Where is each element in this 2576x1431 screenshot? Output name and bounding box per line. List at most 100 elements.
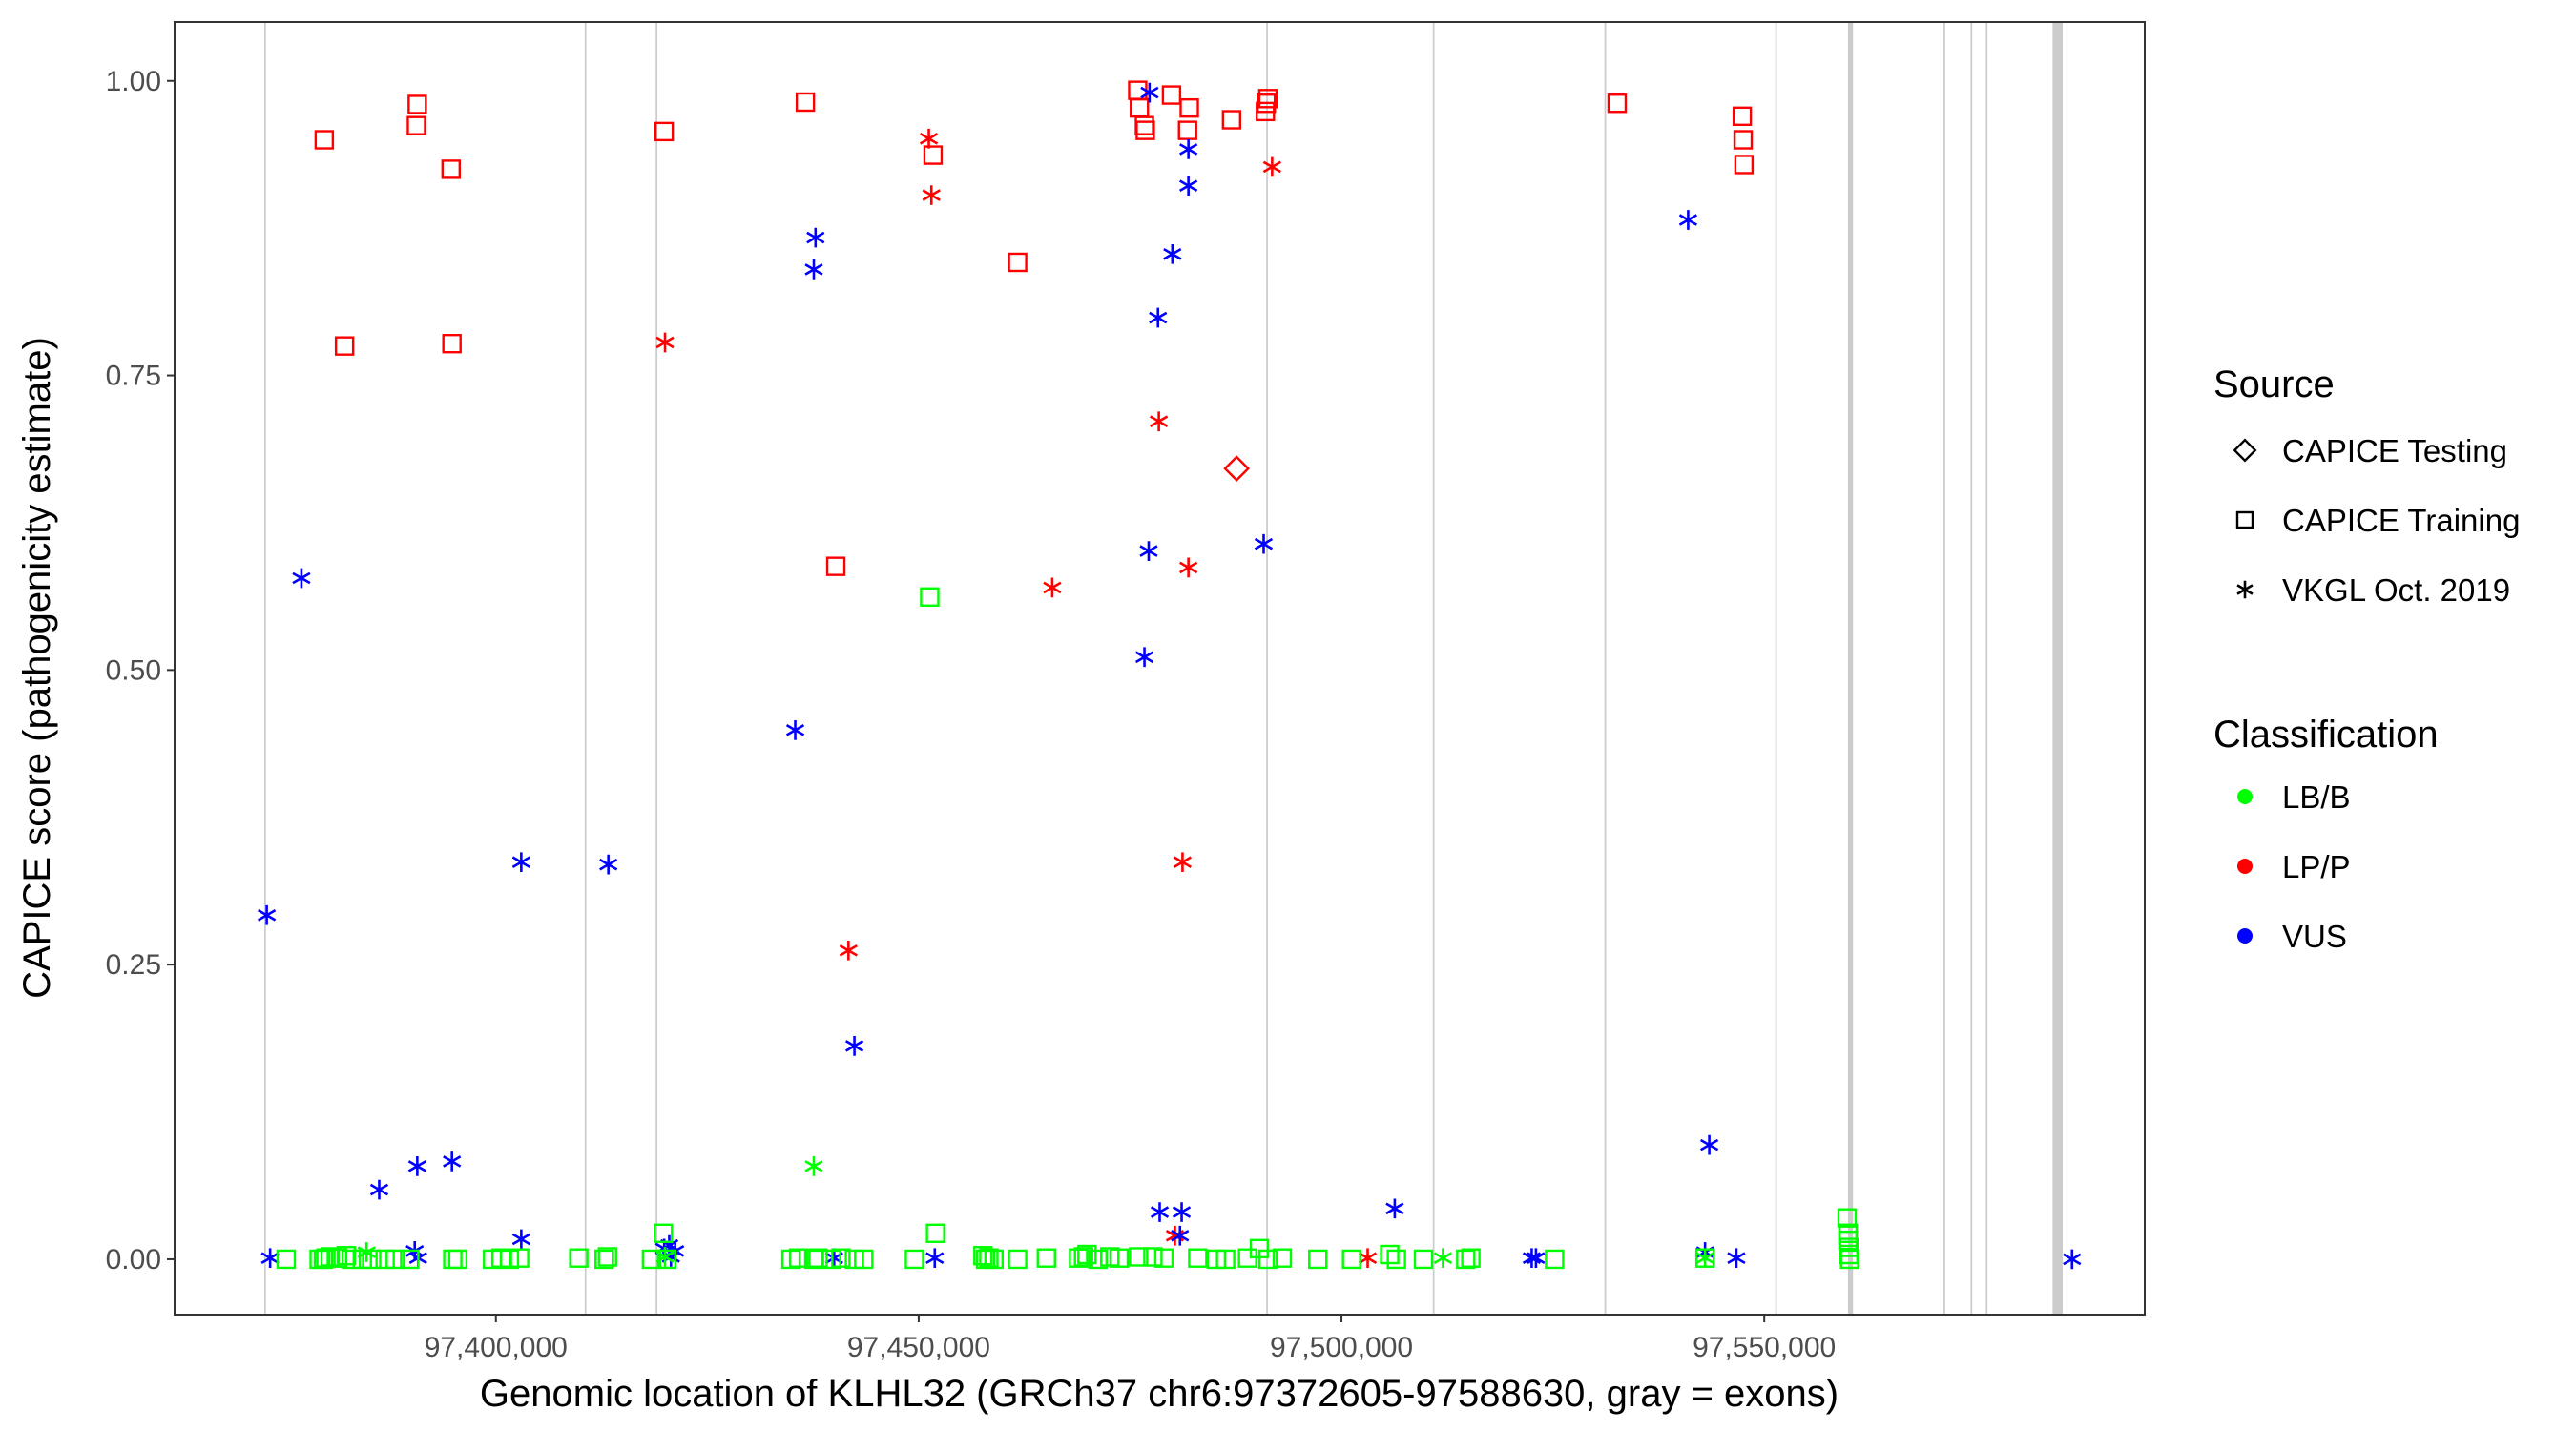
legend-key-LB/B bbox=[2237, 789, 2253, 804]
data-point bbox=[342, 1249, 362, 1270]
data-point bbox=[443, 1151, 462, 1172]
data-point bbox=[1456, 1249, 1476, 1270]
x-tick-label: 97,500,000 bbox=[1270, 1332, 1413, 1363]
data-point bbox=[1695, 1248, 1714, 1269]
data-point bbox=[806, 227, 825, 248]
data-point bbox=[442, 334, 462, 354]
data-point bbox=[313, 1249, 334, 1270]
data-point bbox=[854, 1249, 874, 1270]
data-point bbox=[1161, 85, 1182, 105]
y-axis-title: CAPICE score (pathogenicity estimate) bbox=[16, 337, 58, 999]
legend-source-title: Source bbox=[2213, 363, 2335, 405]
data-point bbox=[973, 1246, 993, 1266]
data-point bbox=[1043, 577, 1062, 598]
legend-key-training bbox=[2235, 510, 2254, 529]
exon-band bbox=[2052, 23, 2064, 1314]
data-point bbox=[334, 336, 355, 356]
data-point bbox=[509, 1248, 530, 1268]
data-point bbox=[1733, 130, 1754, 150]
data-point bbox=[839, 940, 858, 961]
data-point bbox=[441, 159, 462, 179]
data-point bbox=[1215, 1249, 1236, 1270]
data-point bbox=[979, 1248, 999, 1268]
data-point bbox=[400, 1249, 420, 1270]
data-point bbox=[844, 1036, 864, 1056]
data-point bbox=[1699, 1134, 1719, 1155]
data-point bbox=[1135, 120, 1155, 140]
data-point bbox=[276, 1249, 297, 1270]
data-point bbox=[1433, 1248, 1453, 1269]
exon-band bbox=[1943, 23, 1945, 1314]
data-point bbox=[1257, 89, 1278, 109]
data-point bbox=[1386, 1249, 1406, 1270]
data-point bbox=[1153, 1248, 1174, 1268]
legend-label-LB/B: LB/B bbox=[2282, 779, 2351, 815]
legend-label-VUS: VUS bbox=[2282, 919, 2347, 954]
y-tick-label: 0.25 bbox=[106, 949, 161, 981]
legend-key-VUS bbox=[2237, 928, 2253, 944]
data-point bbox=[1172, 1202, 1192, 1222]
data-point bbox=[656, 1249, 677, 1270]
legend-key-testing bbox=[2233, 438, 2257, 463]
data-point bbox=[1109, 1248, 1130, 1268]
data-point bbox=[1257, 1249, 1278, 1270]
data-points bbox=[257, 80, 2082, 1270]
data-point bbox=[407, 1156, 426, 1176]
exon-band bbox=[1847, 23, 1854, 1314]
data-point bbox=[1139, 541, 1158, 561]
data-point bbox=[1150, 1202, 1170, 1222]
data-point bbox=[447, 1249, 468, 1270]
data-point bbox=[1839, 1249, 1859, 1270]
data-point bbox=[1077, 1244, 1097, 1265]
data-point bbox=[1177, 120, 1197, 140]
data-point bbox=[1678, 210, 1698, 230]
exon-band bbox=[1432, 23, 1435, 1314]
data-point bbox=[257, 904, 277, 925]
data-point bbox=[1073, 1247, 1093, 1267]
data-point bbox=[1837, 1208, 1858, 1228]
data-point bbox=[825, 556, 846, 576]
data-point bbox=[1149, 307, 1168, 328]
data-point bbox=[511, 1229, 530, 1250]
exon-band bbox=[1604, 23, 1607, 1314]
data-point bbox=[804, 1156, 823, 1176]
legend-classification-title: Classification bbox=[2213, 714, 2439, 756]
x-tick-label: 97,400,000 bbox=[425, 1332, 568, 1363]
data-point bbox=[1129, 1247, 1149, 1267]
data-point bbox=[406, 115, 426, 135]
legend: Source Classification CAPICE Testing CAPI… bbox=[2213, 363, 2520, 954]
data-point bbox=[1179, 176, 1198, 197]
data-point bbox=[292, 568, 311, 589]
data-point bbox=[1694, 1248, 1715, 1268]
data-point bbox=[1143, 1247, 1163, 1267]
data-point bbox=[1179, 557, 1198, 578]
data-point bbox=[1088, 1249, 1109, 1270]
data-point bbox=[499, 1249, 520, 1270]
legend-label-vkgl: VKGL Oct. 2019 bbox=[2282, 572, 2510, 608]
exon-band bbox=[1970, 23, 1973, 1314]
plot-background bbox=[175, 22, 2145, 1315]
data-point bbox=[1527, 1248, 1546, 1269]
x-axis-title: Genomic location of KLHL32 (GRCh37 chr6:… bbox=[480, 1373, 1839, 1415]
data-point bbox=[1254, 533, 1274, 554]
data-point bbox=[1461, 1248, 1481, 1268]
legend-label-testing: CAPICE Testing bbox=[2282, 433, 2507, 468]
data-point bbox=[1385, 1198, 1404, 1219]
exon-band bbox=[655, 23, 658, 1314]
data-point bbox=[641, 1249, 662, 1270]
data-point bbox=[654, 1223, 674, 1243]
data-point bbox=[788, 1248, 809, 1268]
exon-band bbox=[1266, 23, 1268, 1314]
data-point bbox=[1150, 411, 1169, 432]
data-point bbox=[1179, 97, 1199, 118]
data-point bbox=[919, 128, 939, 149]
data-point bbox=[808, 1248, 828, 1268]
data-point bbox=[1727, 1248, 1746, 1269]
data-point bbox=[920, 587, 940, 607]
data-point bbox=[804, 259, 823, 280]
data-point bbox=[1008, 1249, 1028, 1270]
data-point bbox=[1188, 1248, 1208, 1268]
data-point bbox=[1134, 647, 1154, 668]
data-point bbox=[1223, 455, 1250, 482]
data-point bbox=[1545, 1249, 1565, 1270]
